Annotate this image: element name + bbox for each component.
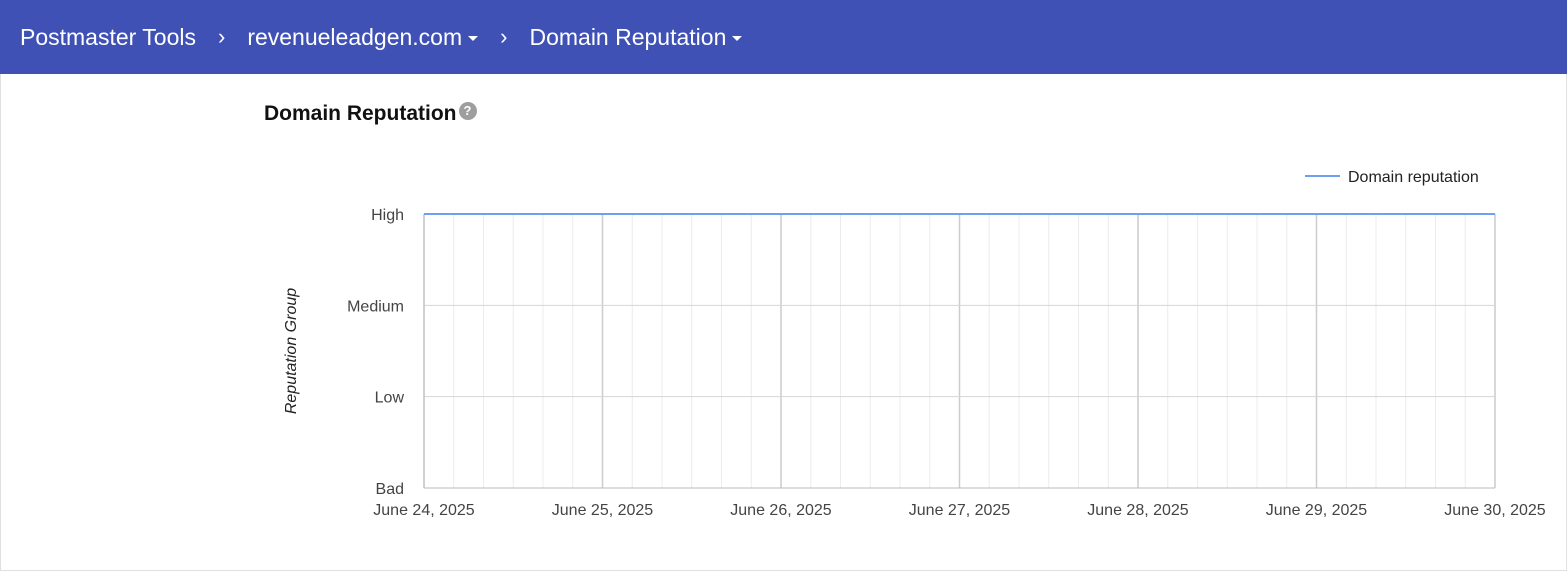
x-tick-label: June 24, 2025 (373, 502, 475, 519)
y-tick-label: Bad (376, 481, 404, 498)
breadcrumb-postmaster-tools[interactable]: Postmaster Tools (20, 23, 196, 50)
x-tick-label: June 29, 2025 (1266, 502, 1368, 519)
y-tick-label: Medium (347, 298, 404, 315)
legend-label: Domain reputation (1348, 169, 1479, 186)
x-tick-label: June 28, 2025 (1087, 502, 1189, 519)
top-bar: Postmaster Tools › revenueleadgen.com › … (0, 0, 1567, 74)
caret-down-icon (732, 36, 743, 41)
x-tick-label: June 27, 2025 (909, 502, 1011, 519)
y-tick-label: Low (375, 390, 405, 407)
page-title: Domain Reputation ? (264, 102, 477, 126)
caret-down-icon (468, 36, 479, 41)
help-icon[interactable]: ? (458, 102, 477, 120)
x-tick-label: June 26, 2025 (730, 502, 832, 519)
chevron-right-icon: › (217, 24, 226, 49)
chevron-right-icon: › (500, 24, 508, 49)
y-tick-label: High (371, 207, 404, 224)
section-label: Domain Reputation (529, 23, 727, 50)
x-tick-label: June 25, 2025 (552, 502, 654, 519)
y-axis-label: Reputation Group (283, 288, 300, 414)
x-tick-label: June 30, 2025 (1444, 502, 1546, 519)
section-dropdown[interactable]: Domain Reputation (529, 23, 743, 51)
domain-dropdown[interactable]: revenueleadgen.com (247, 23, 479, 51)
page-title-text: Domain Reputation (264, 102, 457, 125)
domain-label: revenueleadgen.com (247, 23, 463, 50)
